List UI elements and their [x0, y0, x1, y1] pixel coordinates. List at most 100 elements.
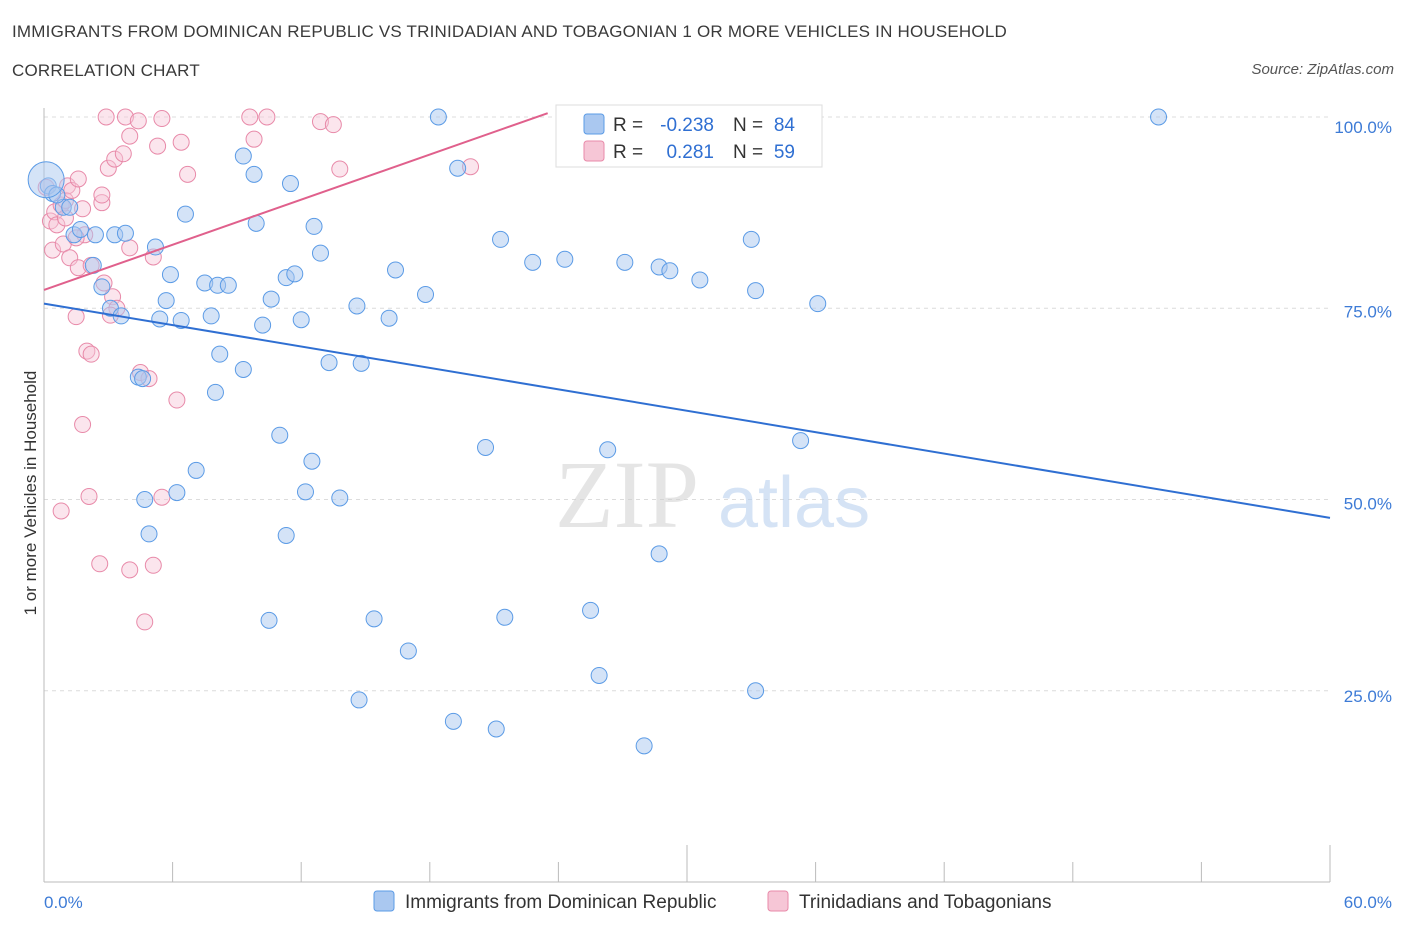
dominican-point	[161, 266, 179, 284]
blue-legend-swatch	[583, 113, 605, 135]
pink-legend-swatch	[583, 140, 605, 162]
dominican-point	[399, 642, 417, 660]
dominican-point	[444, 712, 462, 730]
dominican-point	[556, 250, 574, 268]
dominican-point	[599, 441, 617, 459]
trinidadian-point	[129, 112, 147, 130]
dominican-point	[747, 282, 765, 300]
blue-r-value: -0.238	[660, 115, 714, 136]
dominican-point	[691, 271, 709, 289]
trinidadian-point	[153, 110, 171, 128]
trinidadian-point	[61, 249, 79, 267]
trinidadian-point	[52, 502, 70, 520]
trinidadian-point	[44, 241, 62, 259]
dominican-point	[661, 262, 679, 280]
trinidadian-point	[106, 150, 124, 168]
y-tick-labels: 100.0% 75.0% 50.0% 25.0%	[1334, 118, 1392, 706]
dominican-point	[211, 345, 229, 363]
dominican-point	[254, 316, 272, 334]
dominican-point	[281, 175, 299, 193]
dominican-point	[140, 525, 158, 543]
trinidadian-point	[48, 216, 66, 234]
dominican-point	[277, 526, 295, 544]
dominican-point	[449, 159, 467, 177]
dominican-point	[296, 483, 314, 501]
dominican-point	[134, 370, 152, 388]
trinidadian-point	[324, 116, 342, 134]
dominican-point	[1150, 108, 1168, 126]
x-tick-label-max: 60.0%	[1344, 893, 1392, 912]
y-tick-label: 50.0%	[1344, 495, 1392, 514]
dominican-point	[365, 610, 383, 628]
dominican-point	[219, 276, 237, 294]
dominican-point	[635, 737, 653, 755]
trinidadian-point	[80, 487, 98, 505]
dominican-point	[71, 220, 89, 238]
y-tick-label: 100.0%	[1334, 118, 1392, 137]
source-label: Source: ZipAtlas.com	[1251, 61, 1394, 78]
dominican-point	[809, 295, 827, 313]
trinidadian-trend-line	[43, 112, 549, 291]
dominican-point	[305, 217, 323, 235]
y-tick-label: 75.0%	[1344, 302, 1392, 321]
dominican-point	[429, 108, 447, 126]
trinidadian-point	[179, 165, 197, 183]
trinidadian-point	[67, 308, 85, 326]
dominican-point	[582, 601, 600, 619]
dominican-point	[202, 307, 220, 325]
trinidadian-point	[114, 145, 132, 163]
dominican-point	[27, 161, 65, 199]
dominican-point	[286, 265, 304, 283]
dominican-point	[303, 452, 321, 470]
dominican-point	[477, 438, 495, 456]
dominican-point	[245, 165, 263, 183]
dominican-point	[292, 311, 310, 329]
dominican-point	[487, 720, 505, 738]
trinidadian-point	[168, 391, 186, 409]
dominican-point	[348, 297, 366, 315]
dominican-point	[650, 545, 668, 563]
blue-r-label: R =	[613, 115, 643, 136]
dominican-point	[524, 253, 542, 271]
chart-title: IMMIGRANTS FROM DOMINICAN REPUBLIC VS TR…	[12, 22, 1007, 41]
trinidadian-point	[91, 555, 109, 573]
series-trinidadian-points	[37, 108, 655, 631]
dominican-point	[742, 230, 760, 248]
dominican-point	[616, 253, 634, 271]
dominican-point	[116, 224, 134, 242]
dominican-point	[206, 383, 224, 401]
dominican-point	[168, 484, 186, 502]
trinidadian-point	[136, 613, 154, 631]
trinidadian-point	[116, 108, 134, 126]
trinidadian-point	[245, 130, 263, 148]
dominican-point	[93, 278, 111, 296]
trinidadian-point	[241, 108, 259, 126]
trinidadian-point	[144, 556, 162, 574]
trinidadian-point	[172, 133, 190, 151]
pink-n-value: 59	[774, 142, 795, 163]
blue-n-label: N =	[733, 115, 763, 136]
trinidadian-point	[82, 345, 100, 363]
trinidadian-point	[331, 160, 349, 178]
dominican-trend-line	[43, 302, 1331, 519]
y-axis-title: 1 or more Vehicles in Household	[21, 371, 40, 616]
watermark-zip: ZIP	[555, 441, 699, 548]
dominican-point	[590, 666, 608, 684]
trinidadian-point	[311, 113, 329, 131]
trinidadian-point	[121, 561, 139, 579]
dominican-point	[352, 354, 370, 372]
gridlines	[44, 116, 1330, 692]
dominican-point	[157, 292, 175, 310]
dominican-point	[260, 611, 278, 629]
pink-r-value: 0.281	[666, 142, 714, 163]
watermark-atlas: atlas	[718, 463, 870, 543]
y-tick-label: 25.0%	[1344, 687, 1392, 706]
dominican-point	[311, 244, 329, 262]
legend-label-trinidadian: Trinidadians and Tobagonians	[799, 892, 1051, 913]
dominican-point	[496, 608, 514, 626]
x-tick-label-min: 0.0%	[44, 893, 83, 912]
legend-swatch-trinidadian	[767, 890, 789, 912]
trinidadian-point	[74, 416, 92, 434]
dominican-point	[86, 226, 104, 244]
